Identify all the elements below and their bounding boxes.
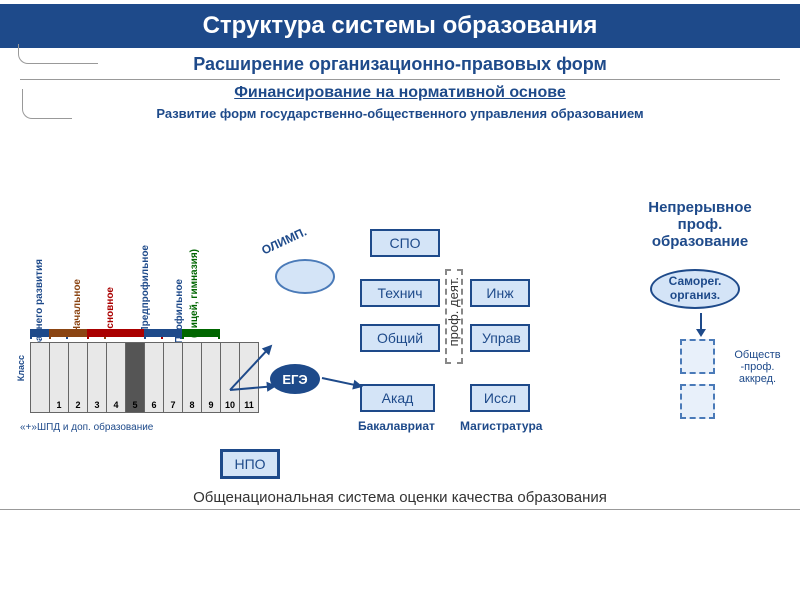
- box-research: Иссл: [470, 384, 530, 412]
- section-finance: Финансирование на нормативной основе: [0, 84, 800, 102]
- box-general: Общий: [360, 324, 440, 352]
- continuous-education-label: Непрерывное проф. образование: [630, 199, 770, 250]
- label-lyceum: (лицей, гимназия): [189, 249, 200, 338]
- connector-line: [22, 89, 72, 119]
- bracket-preprofile: [144, 329, 182, 337]
- connector-line: [18, 44, 98, 64]
- grade-cell: 10: [221, 343, 240, 413]
- grade-table: 1234567891011: [30, 342, 259, 413]
- label-preprofile: Предпрофильное: [140, 245, 151, 334]
- diagram-area: раннего развития Начальное Основное Пред…: [0, 129, 800, 559]
- quality-system-label: Общенациональная система оценки качества…: [50, 489, 750, 506]
- main-title: Структура системы образования: [0, 4, 800, 48]
- olympiad-oval: [275, 259, 335, 294]
- grade-cell: 6: [145, 343, 164, 413]
- legend-text: «+»ШПД и доп. образование: [20, 422, 153, 433]
- label-bachelor: Бакалавриат: [358, 419, 435, 433]
- grade-cell: 4: [107, 343, 126, 413]
- dashed-placeholder: [680, 384, 715, 419]
- ege-oval: ЕГЭ: [270, 364, 320, 394]
- divider: [20, 79, 780, 80]
- accreditation-note: Обществ -проф. аккред.: [725, 349, 790, 385]
- box-management: Управ: [470, 324, 530, 352]
- section-governance: Развитие форм государственно-общественно…: [0, 106, 800, 121]
- grade-cell: 5: [126, 343, 145, 413]
- box-engineering: Инж: [470, 279, 530, 307]
- bottom-divider: [0, 509, 800, 510]
- label-primary: Начальное: [72, 279, 83, 333]
- arrow-down-icon: [700, 313, 702, 335]
- grade-cell: [31, 343, 50, 413]
- prof-activity-label: проф. деят.: [446, 277, 461, 346]
- subtitle: Расширение организационно-правовых форм: [0, 54, 800, 75]
- self-regulation-oval: Саморег. организ.: [650, 269, 740, 309]
- grade-cell: 2: [69, 343, 88, 413]
- label-master: Магистратура: [460, 419, 542, 433]
- arrow-ege-to-akad: [322, 377, 362, 387]
- grade-cell: 1: [50, 343, 69, 413]
- box-npo: НПО: [220, 449, 280, 479]
- grade-cell: 8: [183, 343, 202, 413]
- box-technical: Технич: [360, 279, 440, 307]
- olympiad-label: ОЛИМП.: [259, 225, 308, 258]
- box-spo: СПО: [370, 229, 440, 257]
- dashed-placeholder: [680, 339, 715, 374]
- grade-cell: 3: [88, 343, 107, 413]
- bracket-profile: [182, 329, 220, 337]
- box-academic: Акад: [360, 384, 435, 412]
- grade-cell: 7: [164, 343, 183, 413]
- grade-cell: 9: [202, 343, 221, 413]
- label-class: Класс: [16, 355, 26, 381]
